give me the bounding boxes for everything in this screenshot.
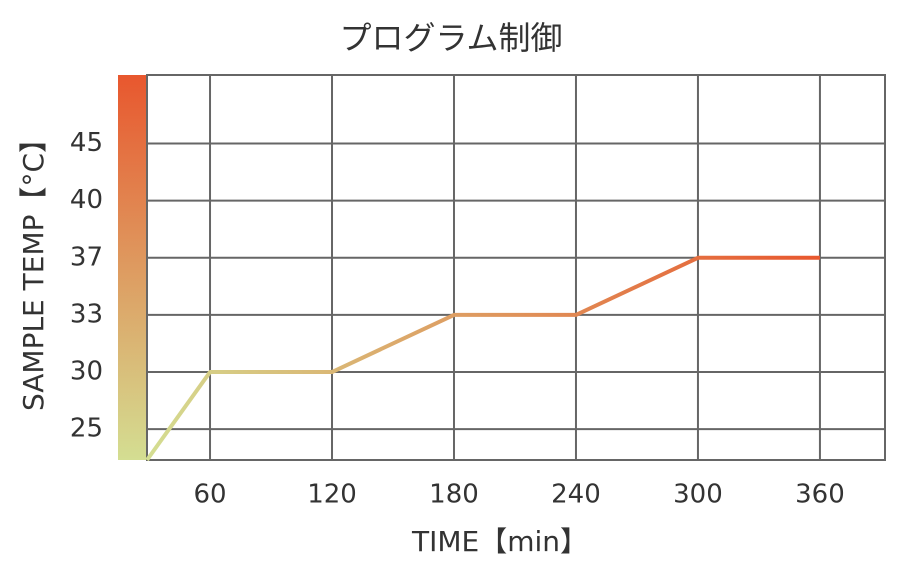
x-tick-label: 240 (551, 480, 601, 510)
x-tick-label: 180 (429, 480, 479, 510)
color-bar (118, 75, 147, 460)
x-tick-label: 360 (795, 480, 845, 510)
chart-title: プログラム制御 (339, 19, 562, 57)
y-axis-label: SAMPLE TEMP【°C】 (17, 125, 50, 411)
x-tick-label: 120 (307, 480, 357, 510)
x-axis-label: TIME【min】 (411, 525, 588, 558)
x-tick-label: 60 (193, 480, 226, 510)
y-tick-label: 45 (70, 128, 103, 158)
y-tick-label: 30 (70, 357, 103, 387)
y-tick-label: 40 (70, 185, 103, 215)
y-tick-label: 25 (70, 414, 103, 444)
plot-frame (146, 74, 886, 461)
x-tick-label: 300 (673, 480, 723, 510)
y-tick-label: 37 (70, 242, 103, 272)
y-tick-label: 33 (70, 299, 103, 329)
temperature-line (145, 255, 820, 462)
